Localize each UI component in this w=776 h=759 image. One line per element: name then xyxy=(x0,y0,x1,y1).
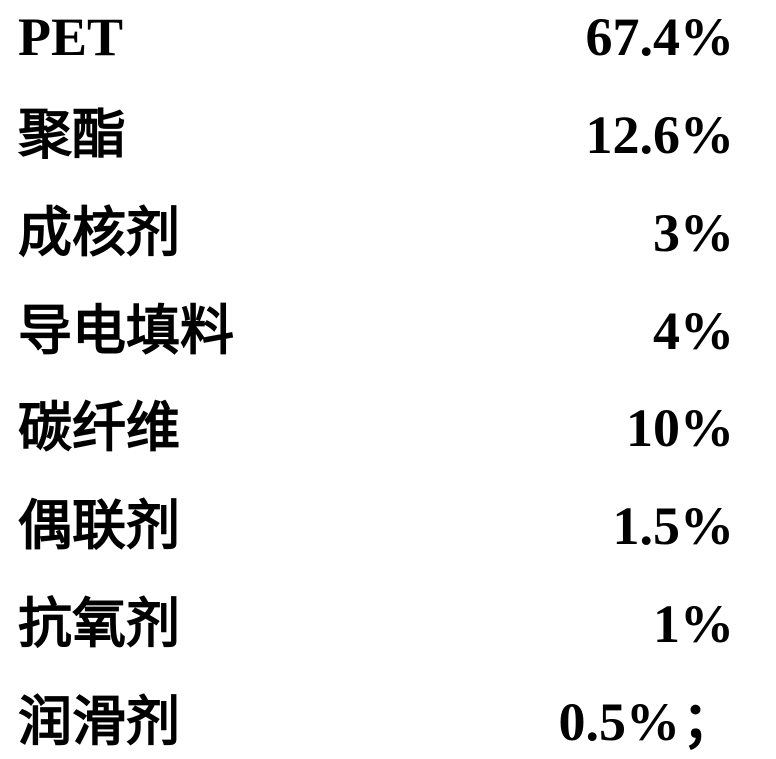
value-text: 67.4% xyxy=(586,7,735,67)
row-label: 成核剂 xyxy=(18,206,180,260)
table-row: 导电填料 4% xyxy=(18,304,736,358)
row-label: 润滑剂 xyxy=(18,695,180,749)
table-row: 碳纤维 10% xyxy=(18,401,736,455)
value-text: 3% xyxy=(653,203,734,263)
row-value: 12.6% xyxy=(586,108,737,162)
value-text: 1.5% xyxy=(613,496,735,556)
value-text: 12.6% xyxy=(586,105,735,165)
row-label: 导电填料 xyxy=(18,304,234,358)
composition-table: PET 67.4% 聚酯 12.6% 成核剂 3% 导电填料 4% 碳纤维 10… xyxy=(0,0,776,759)
table-row: 抗氧剂 1% xyxy=(18,597,736,651)
value-text: 0.5% xyxy=(559,692,681,752)
row-label: 聚酯 xyxy=(18,108,126,162)
value-text: 10% xyxy=(626,398,734,458)
row-value: 67.4% xyxy=(586,10,737,64)
row-label: 抗氧剂 xyxy=(18,597,180,651)
table-row: 成核剂 3% xyxy=(18,206,736,260)
row-value: 1% xyxy=(653,597,736,651)
row-value: 4% xyxy=(653,304,736,358)
value-text: 4% xyxy=(653,301,734,361)
row-label: 碳纤维 xyxy=(18,401,180,455)
table-row: 润滑剂 0.5%； xyxy=(18,695,736,749)
row-label: PET xyxy=(18,10,123,64)
value-text: 1% xyxy=(653,594,734,654)
table-row: 聚酯 12.6% xyxy=(18,108,736,162)
trailing-punct: ； xyxy=(682,695,736,749)
row-value: 1.5% xyxy=(613,499,737,553)
table-row: 偶联剂 1.5% xyxy=(18,499,736,553)
table-row: PET 67.4% xyxy=(18,10,736,64)
row-value: 10% xyxy=(626,401,736,455)
row-label: 偶联剂 xyxy=(18,499,180,553)
row-value: 3% xyxy=(653,206,736,260)
row-value: 0.5%； xyxy=(559,695,737,749)
